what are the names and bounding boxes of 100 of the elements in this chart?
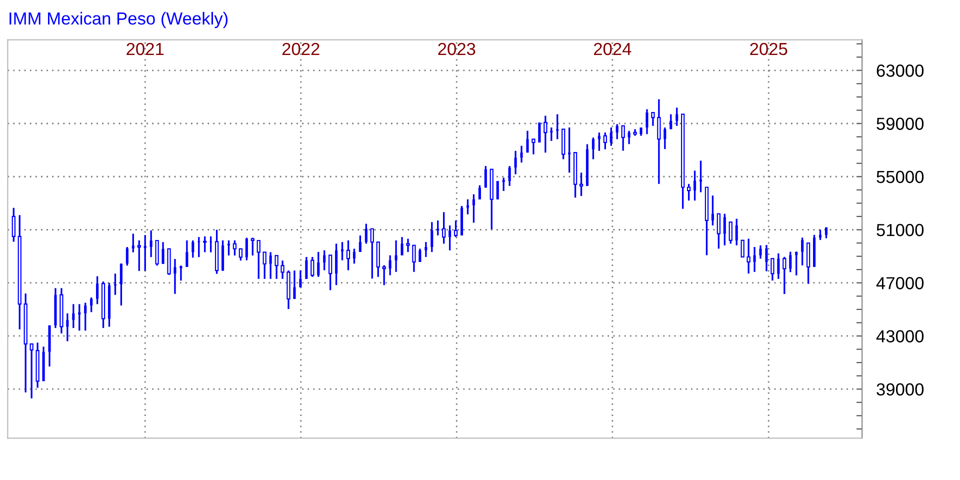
- candlestick: [514, 150, 517, 176]
- candlestick: [520, 144, 523, 164]
- candlestick: [256, 240, 260, 280]
- candlestick: [711, 194, 714, 226]
- candlestick: [132, 232, 134, 254]
- candlestick: [759, 244, 762, 260]
- candlestick: [777, 252, 780, 280]
- candlestick: [568, 126, 571, 174]
- candlestick: [227, 240, 230, 256]
- candlestick: [657, 98, 661, 185]
- candlestick: [400, 236, 404, 256]
- candlestick: [442, 211, 446, 245]
- x-tick-label: 2022: [282, 42, 320, 56]
- candlestick: [484, 165, 487, 188]
- candlestick: [610, 126, 612, 147]
- candlestick: [346, 240, 350, 272]
- candlestick: [424, 241, 428, 258]
- candlestick: [716, 212, 721, 250]
- candlestick: [317, 251, 320, 278]
- candlestick: [210, 236, 212, 254]
- candlestick: [406, 238, 410, 253]
- candlestick: [269, 251, 272, 280]
- candlestick: [310, 256, 314, 278]
- candlestick: [782, 256, 786, 295]
- candlestick: [508, 165, 511, 187]
- candlestick: [472, 193, 475, 224]
- candlestick: [412, 244, 416, 273]
- candlestick: [274, 254, 278, 280]
- chart-title: IMM Mexican Peso (Weekly): [10, 12, 228, 28]
- candlestick: [305, 256, 308, 280]
- candlestick: [670, 113, 672, 130]
- candlestick: [299, 270, 302, 288]
- candlestick: [370, 228, 374, 280]
- candlestick: [430, 221, 434, 253]
- candlestick: [120, 262, 122, 306]
- candlestick: [388, 254, 392, 276]
- candlestick: [203, 236, 207, 254]
- candlestick: [328, 254, 332, 292]
- y-tick-label: 59000: [876, 118, 924, 130]
- candlestick: [628, 130, 630, 145]
- candlestick: [556, 113, 559, 140]
- x-tick-label: 2025: [750, 42, 788, 56]
- candlestick: [114, 272, 117, 296]
- candlestick: [436, 220, 440, 236]
- y-tick-label: 55000: [876, 170, 924, 184]
- x-tick-label: 2021: [126, 42, 164, 56]
- candlestick: [664, 126, 666, 150]
- candlestick: [735, 218, 738, 246]
- candlestick: [382, 264, 386, 286]
- candlestick: [238, 248, 243, 262]
- candlestick: [162, 241, 164, 265]
- x-tick-label: 2023: [438, 42, 476, 56]
- candlestick: [448, 224, 452, 252]
- candlestick: [394, 240, 398, 273]
- candlestick: [418, 248, 422, 263]
- candlestick: [245, 236, 248, 262]
- candlestick: [526, 130, 529, 154]
- candlestick: [192, 240, 194, 258]
- x-tick-label: 2024: [594, 42, 632, 56]
- candlestick: [686, 183, 691, 202]
- y-tick-label: 63000: [876, 64, 924, 77]
- candlestick: [646, 108, 648, 135]
- candlestick: [753, 246, 756, 273]
- candlestick: [323, 249, 326, 272]
- candlestick: [478, 184, 481, 200]
- candlestick: [90, 296, 93, 313]
- candlestick: [603, 132, 607, 150]
- candlestick: [544, 114, 548, 154]
- candlestick: [592, 136, 594, 160]
- y-tick-label: 43000: [876, 330, 924, 342]
- candlestick: [155, 240, 159, 266]
- candlestick: [358, 234, 362, 253]
- y-tick-label: 47000: [876, 277, 924, 290]
- candlestick: [740, 240, 744, 258]
- candlestick: [150, 230, 152, 258]
- candlestick: [186, 240, 188, 268]
- candlestick: [621, 124, 625, 152]
- candlestick: [728, 221, 732, 245]
- candlestick: [746, 238, 750, 274]
- candlestick: [770, 258, 774, 282]
- candlestick: [293, 270, 296, 300]
- candlestick: [335, 242, 338, 286]
- candlestick: [364, 222, 368, 245]
- candlestick: [579, 172, 584, 197]
- candlestick: [96, 275, 99, 305]
- candlestick: [126, 246, 128, 266]
- candlestick: [616, 123, 618, 140]
- candlestick: [174, 258, 176, 295]
- candlestick: [30, 343, 34, 400]
- candlestick: [250, 236, 254, 256]
- candlestick: [765, 244, 768, 272]
- candlestick: [676, 106, 678, 127]
- candlestick: [806, 242, 810, 285]
- candlestick: [12, 206, 16, 243]
- candlestick: [789, 250, 792, 273]
- y-tick-label: 51000: [876, 224, 924, 236]
- candlestick: [694, 170, 696, 202]
- candlestick: [280, 260, 284, 280]
- candlestick: [352, 248, 356, 264]
- candlestick: [262, 251, 266, 280]
